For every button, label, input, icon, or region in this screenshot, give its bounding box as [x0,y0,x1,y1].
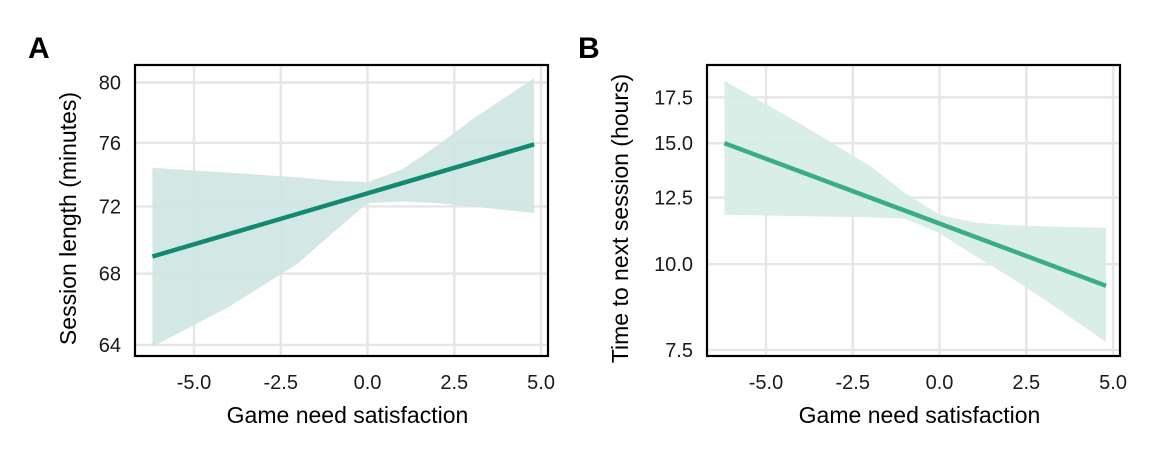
panel-a-y-axis-label: Session length (minutes) [55,92,81,345]
panel-a-y-tick-labels: 64 68 72 76 80 [99,73,121,357]
panel-a-x-tick-label: -2.5 [264,372,298,394]
panel-a-confidence-ribbon [152,78,535,347]
panel-a-y-tick-label: 80 [99,73,121,95]
panel-b-letter: B [578,32,600,65]
panel-a-y-tick-label: 64 [99,335,121,357]
panel-a-x-tick-label: 2.5 [440,372,468,394]
panel-b-y-tick-labels: 7.5 10.0 12.5 15.0 17.5 [654,87,693,362]
panel-b-y-tick-label: 17.5 [654,87,693,109]
panel-a-fit-line-group [151,142,535,259]
panel-a-x-axis-label: Game need satisfaction [227,402,469,428]
panel-b-x-tick-label: 0.0 [926,372,954,394]
panel-b-confidence-ribbon [724,80,1107,343]
panel-a-y-tick-label: 72 [99,196,121,218]
panel-b-confidence-band [724,80,1107,343]
panel-b-x-axis-label: Game need satisfaction [799,402,1041,428]
panel-b-fit-line [723,141,1107,288]
panel-a-x-tick-label: 5.0 [527,372,555,394]
panel-a-axes-frame [133,63,550,358]
panel-a-fit-line [151,142,535,259]
panel-b-y-tick-label: 12.5 [654,188,693,210]
panel-b-x-tick-label: 5.0 [1099,372,1127,394]
panel-b-x-tick-labels: -5.0 -2.5 0.0 2.5 5.0 [749,372,1127,394]
panel-b-y-tick-label: 15.0 [654,133,693,155]
panel-a-y-tick-label: 76 [99,133,121,155]
panel-b-fit-line-group [723,141,1107,288]
panel-a-letter: A [28,32,50,65]
panel-a-x-tick-label: -5.0 [177,372,211,394]
panel-a-confidence-band [152,78,535,347]
panel-a-y-tick-label: 68 [99,264,121,286]
panel-b-x-tick-label: 2.5 [1012,372,1040,394]
panel-b: -5.0 -2.5 0.0 2.5 5.0 7.5 10.0 12.5 15.0 17.5 Ga… [578,32,1127,428]
panel-b-axes-frame [705,63,1122,358]
panel-b-y-tick-label: 10.0 [654,254,693,276]
panel-a: -5.0 -2.5 0.0 2.5 5.0 64 68 72 76 80 Game need s… [28,32,555,428]
panel-b-x-tick-label: -2.5 [836,372,870,394]
panel-a-x-tick-label: 0.0 [354,372,382,394]
panel-b-y-axis-label: Time to next session (hours) [607,74,633,363]
panel-b-y-tick-label: 7.5 [665,340,693,362]
panel-b-x-tick-label: -5.0 [749,372,783,394]
panel-a-x-tick-labels: -5.0 -2.5 0.0 2.5 5.0 [177,372,555,394]
